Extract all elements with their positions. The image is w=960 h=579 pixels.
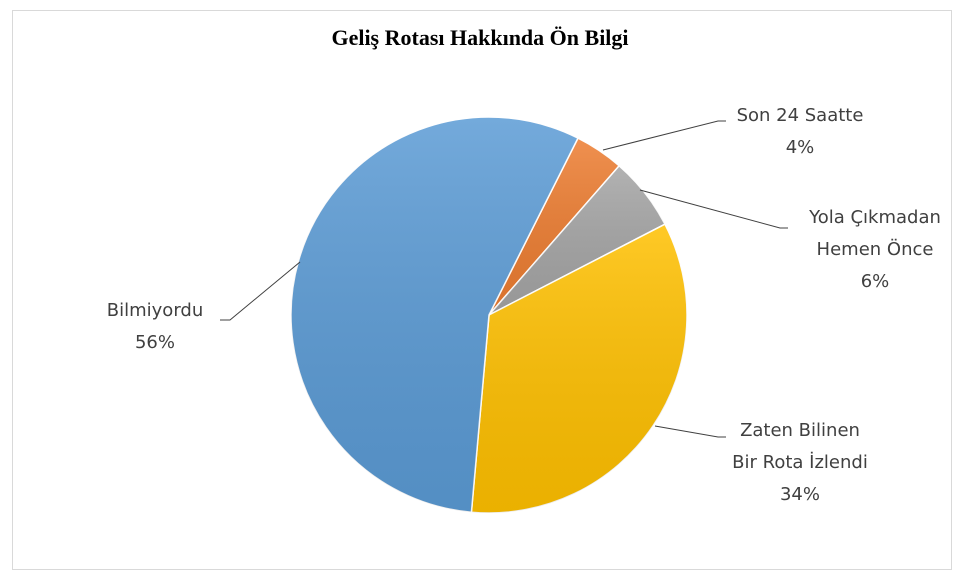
slice-shade: [471, 224, 687, 514]
slice-value-label: 34%: [780, 484, 820, 505]
slice-label: Zaten Bilinen Bir Rota İzlendi: [732, 420, 868, 473]
slice-value-label: 6%: [861, 271, 890, 292]
slice-shade: [489, 165, 665, 315]
slice-value-label: 4%: [786, 137, 815, 158]
slice-label: Yola Çıkmadan Hemen Önce: [808, 207, 941, 260]
chart-title: Geliş Rotası Hakkında Ön Bilgi: [331, 25, 628, 50]
slice-label: Son 24 Saatte: [737, 105, 864, 126]
slice-value-label: 56%: [135, 332, 175, 353]
leader-line: [654, 425, 726, 438]
slice-label: Bilmiyordu: [107, 300, 203, 321]
leader-line: [602, 120, 726, 151]
leader-line: [639, 189, 788, 229]
slice-shade: [489, 138, 620, 315]
leader-line: [220, 261, 301, 321]
slice-shade: [291, 116, 578, 513]
